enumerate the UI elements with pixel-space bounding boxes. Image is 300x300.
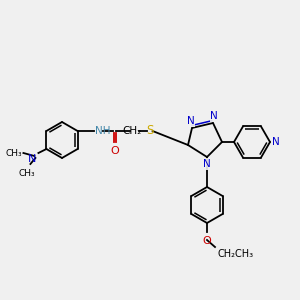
Text: N: N (187, 116, 195, 126)
Text: S: S (146, 124, 153, 137)
Text: CH₃: CH₃ (18, 169, 35, 178)
Text: CH₂CH₃: CH₂CH₃ (217, 249, 253, 259)
Text: N: N (272, 137, 280, 147)
Text: CH₃: CH₃ (6, 148, 22, 158)
Text: N: N (203, 159, 211, 169)
Text: NH: NH (94, 125, 110, 136)
Text: O: O (110, 146, 119, 156)
Text: N: N (28, 154, 36, 164)
Text: N: N (210, 111, 218, 121)
Text: O: O (202, 236, 211, 245)
Text: CH₂: CH₂ (122, 125, 141, 136)
